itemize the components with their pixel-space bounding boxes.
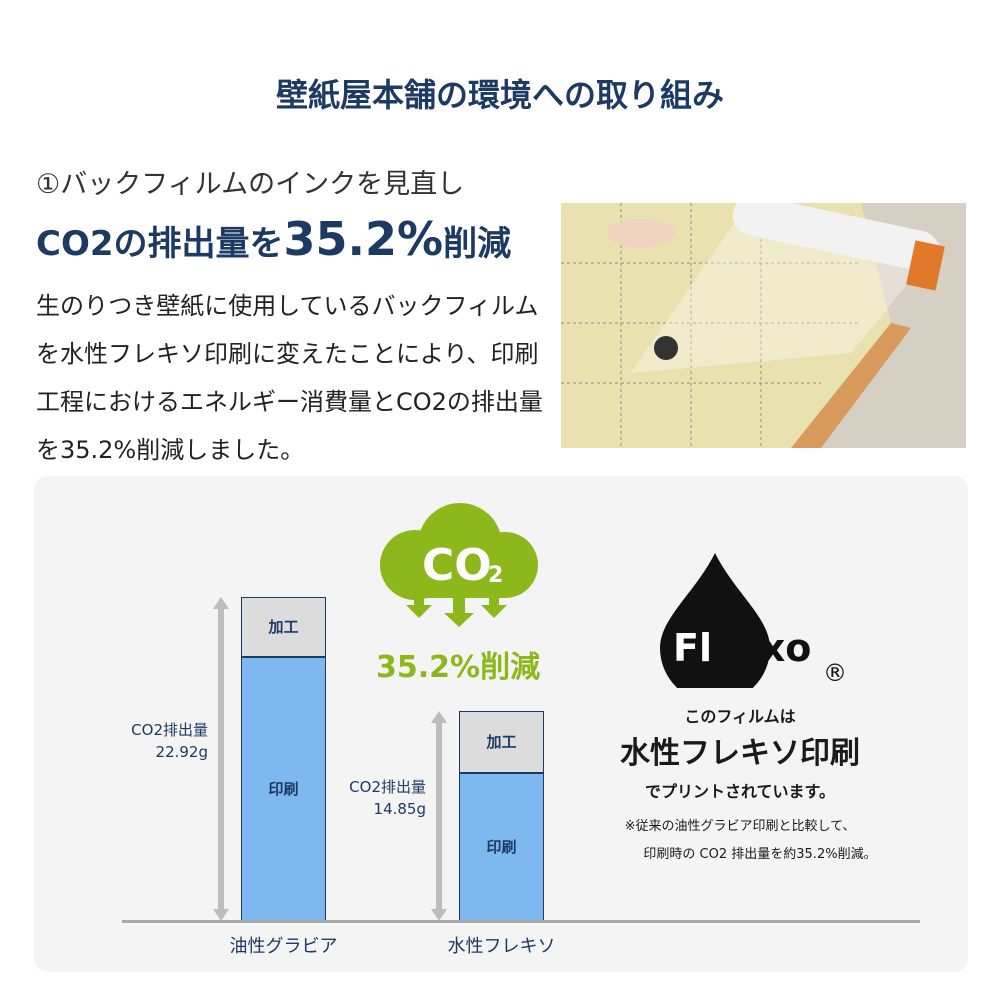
flexo-line2: 水性フレキソ印刷: [620, 736, 860, 771]
chart-baseline: [122, 920, 920, 923]
total-value: 22.92g: [155, 743, 208, 761]
flexo-logo-text-white: Fl: [673, 626, 712, 670]
category-label: 水性フレキソ: [447, 936, 556, 957]
total-caption: CO2排出量: [131, 721, 208, 739]
arrowhead-up-icon: [431, 711, 447, 724]
wallpaper-roll-photo: [561, 203, 966, 448]
total-value: 14.85g: [373, 800, 426, 819]
headline-value: 35.2%: [283, 212, 444, 266]
cloud-text: CO: [422, 540, 492, 591]
headline-pre: CO2の排出量を: [36, 224, 284, 264]
total-label: CO2排出量 14.85g: [306, 776, 426, 820]
cloud-subscript: 2: [488, 563, 503, 588]
flexo-drop-logo: Fl exo ®: [660, 553, 847, 688]
flexo-note2: 印刷時の CO2 排出量を約35.2%削減。: [643, 847, 877, 862]
total-caption: CO2排出量: [349, 778, 426, 797]
section-subtitle: ①バックフィルムのインクを見直し: [36, 169, 465, 200]
bar-segment-printing: 印刷: [241, 656, 326, 921]
bar-segment-printing: 印刷: [459, 772, 544, 921]
headline-post: 削減: [443, 224, 512, 264]
reduction-label: 35.2%削減: [376, 650, 541, 685]
body-text: 生のりつき壁紙に使用しているバックフィルムを水性フレキソ印刷に変えたことにより、…: [36, 292, 543, 464]
arrowhead-down-icon: [431, 909, 447, 921]
category-label: 油性グラビア: [229, 936, 338, 957]
page-title: 壁紙屋本舗の環境への取り組み: [275, 76, 724, 114]
headline: CO2の排出量を35.2%削減: [36, 212, 511, 266]
total-label: CO2排出量 22.92g: [88, 719, 208, 763]
flexo-logo-text-black: exo: [735, 626, 811, 670]
flexo-line3: でプリントされています。: [645, 782, 835, 801]
bar-segment-processing: 加工: [241, 597, 326, 657]
bar-segment-processing: 加工: [459, 711, 544, 773]
photo-illustration: [561, 203, 966, 448]
co2-cloud-icon: CO 2: [380, 503, 538, 627]
total-arrow: [218, 607, 224, 911]
registered-mark: ®: [823, 659, 847, 687]
arrowhead-up-icon: [213, 597, 229, 609]
arrowhead-down-icon: [213, 909, 229, 921]
flexo-note1: ※従来の油性グラビア印刷と比較して、: [624, 819, 856, 834]
total-arrow: [436, 721, 442, 911]
flexo-line1: このフィルムは: [684, 707, 796, 726]
